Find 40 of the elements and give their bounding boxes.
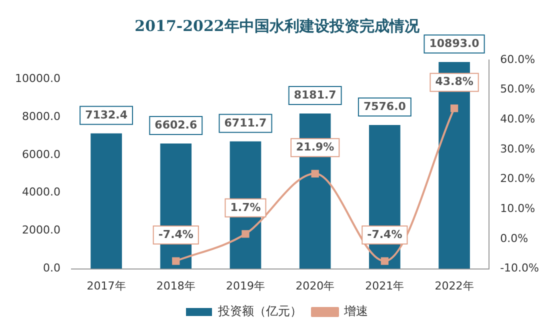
- x-tick-label: 2018年: [156, 279, 196, 292]
- y2-tick-label: -10.0%: [500, 262, 540, 275]
- data-label: 10893.0: [429, 36, 480, 50]
- x-tick-label: 2017年: [86, 279, 126, 292]
- y2-tick-label: 10.0%: [500, 202, 536, 215]
- x-tick-label: 2022年: [434, 279, 474, 292]
- data-label: 21.9%: [296, 140, 334, 154]
- y-tick-label: 6000.0: [22, 148, 60, 161]
- y2-tick-label: 20.0%: [500, 172, 536, 186]
- y2-tick-label: 0.0%: [500, 232, 528, 245]
- point: [172, 257, 180, 265]
- x-tick-label: 2019年: [226, 279, 265, 292]
- point: [380, 257, 389, 265]
- chart-title: 2017-2022年中国水利建设投资完成情况: [134, 16, 420, 35]
- data-label: 8181.7: [294, 88, 336, 102]
- data-label: -7.4%: [158, 228, 194, 241]
- data-label: 7132.4: [85, 108, 128, 122]
- y-tick-label: 8000.0: [22, 110, 60, 123]
- x-tick-label: 2020年: [296, 279, 335, 292]
- legend-label: 增速: [343, 304, 368, 318]
- bar: [90, 133, 122, 269]
- y-tick-label: 2000.0: [22, 224, 60, 237]
- point: [450, 104, 458, 112]
- data-label: 6711.7: [224, 116, 267, 130]
- y-tick-label: 0.0: [42, 262, 60, 275]
- point: [311, 170, 319, 178]
- y2-tick-label: 40.0%: [500, 112, 536, 126]
- data-label: 1.7%: [230, 200, 261, 214]
- data-label: 6602.6: [154, 118, 198, 132]
- legend-label: 投资额（亿元）: [217, 304, 302, 318]
- y2-tick-label: 30.0%: [500, 142, 536, 156]
- data-label: -7.4%: [367, 228, 402, 241]
- data-label: 7576.0: [363, 100, 406, 113]
- point: [242, 230, 250, 238]
- y2-tick-label: 50.0%: [500, 82, 536, 96]
- y-tick-label: 4000.0: [22, 186, 60, 199]
- data-label: 43.8%: [435, 75, 474, 88]
- y2-tick-label: 60.0%: [500, 52, 536, 66]
- y-tick-label: 10000.0: [14, 72, 60, 85]
- x-tick-label: 2021年: [365, 279, 404, 292]
